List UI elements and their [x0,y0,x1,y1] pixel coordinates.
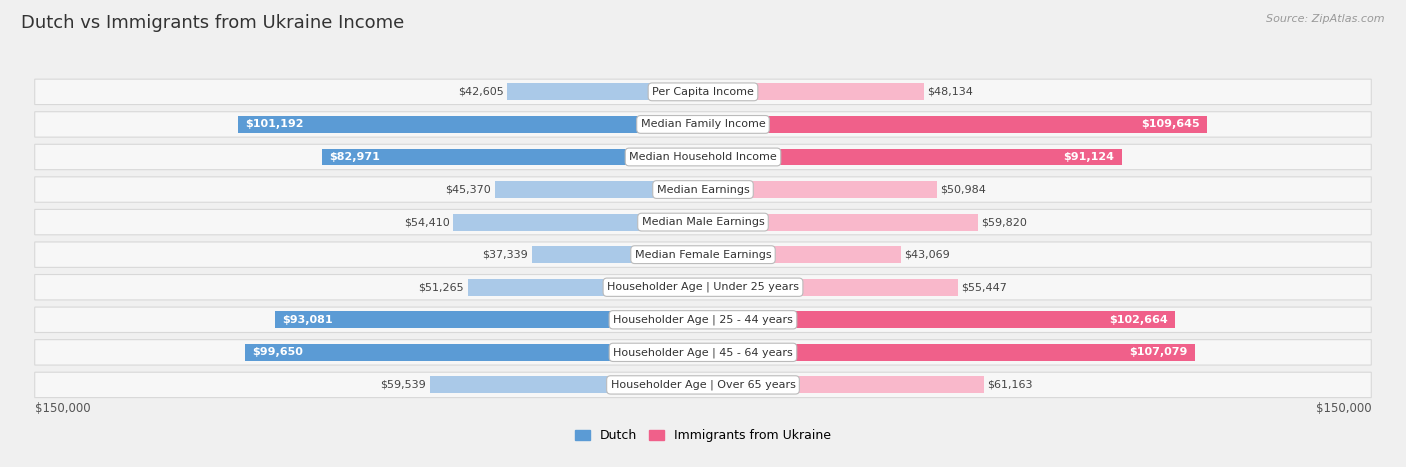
Bar [703,213,977,231]
Text: Dutch vs Immigrants from Ukraine Income: Dutch vs Immigrants from Ukraine Income [21,14,405,32]
Bar [703,246,901,263]
Bar [703,149,1122,165]
Text: $54,410: $54,410 [404,217,450,227]
Text: $37,339: $37,339 [482,250,529,260]
Bar [508,84,703,100]
Text: $48,134: $48,134 [928,87,973,97]
Text: $102,664: $102,664 [1109,315,1167,325]
Text: $45,370: $45,370 [446,184,491,195]
Bar [453,213,703,231]
Text: $91,124: $91,124 [1063,152,1115,162]
Bar [703,116,1206,133]
Text: $43,069: $43,069 [904,250,950,260]
Text: Median Household Income: Median Household Income [628,152,778,162]
Bar [531,246,703,263]
Legend: Dutch, Immigrants from Ukraine: Dutch, Immigrants from Ukraine [569,425,837,447]
Text: $51,265: $51,265 [419,282,464,292]
Bar [703,84,924,100]
Text: $109,645: $109,645 [1142,120,1199,129]
Text: Median Female Earnings: Median Female Earnings [634,250,772,260]
FancyBboxPatch shape [35,307,1371,333]
Bar [276,311,703,328]
Text: Householder Age | 25 - 44 years: Householder Age | 25 - 44 years [613,315,793,325]
Text: $42,605: $42,605 [458,87,503,97]
FancyBboxPatch shape [35,275,1371,300]
FancyBboxPatch shape [35,372,1371,397]
FancyBboxPatch shape [35,112,1371,137]
Bar [703,311,1174,328]
Bar [703,376,984,393]
FancyBboxPatch shape [35,340,1371,365]
Text: $59,820: $59,820 [981,217,1026,227]
Bar [238,116,703,133]
Bar [468,279,703,296]
Text: Householder Age | Over 65 years: Householder Age | Over 65 years [610,380,796,390]
Text: $99,650: $99,650 [252,347,304,357]
Text: $93,081: $93,081 [283,315,333,325]
Text: $61,163: $61,163 [987,380,1033,390]
Bar [430,376,703,393]
FancyBboxPatch shape [35,177,1371,202]
Text: $59,539: $59,539 [381,380,426,390]
Text: Householder Age | Under 25 years: Householder Age | Under 25 years [607,282,799,292]
Text: Median Male Earnings: Median Male Earnings [641,217,765,227]
Bar [322,149,703,165]
Text: Median Family Income: Median Family Income [641,120,765,129]
Bar [245,344,703,361]
Text: $50,984: $50,984 [941,184,987,195]
FancyBboxPatch shape [35,209,1371,235]
Text: $82,971: $82,971 [329,152,380,162]
Text: $150,000: $150,000 [1316,402,1371,415]
Text: Source: ZipAtlas.com: Source: ZipAtlas.com [1267,14,1385,24]
Text: $107,079: $107,079 [1129,347,1188,357]
Bar [703,344,1195,361]
Text: $55,447: $55,447 [962,282,1007,292]
Text: $150,000: $150,000 [35,402,90,415]
FancyBboxPatch shape [35,144,1371,170]
FancyBboxPatch shape [35,242,1371,268]
Text: $101,192: $101,192 [245,120,304,129]
Text: Per Capita Income: Per Capita Income [652,87,754,97]
Bar [495,181,703,198]
FancyBboxPatch shape [35,79,1371,105]
Bar [703,279,957,296]
Text: Median Earnings: Median Earnings [657,184,749,195]
Text: Householder Age | 45 - 64 years: Householder Age | 45 - 64 years [613,347,793,358]
Bar [703,181,938,198]
